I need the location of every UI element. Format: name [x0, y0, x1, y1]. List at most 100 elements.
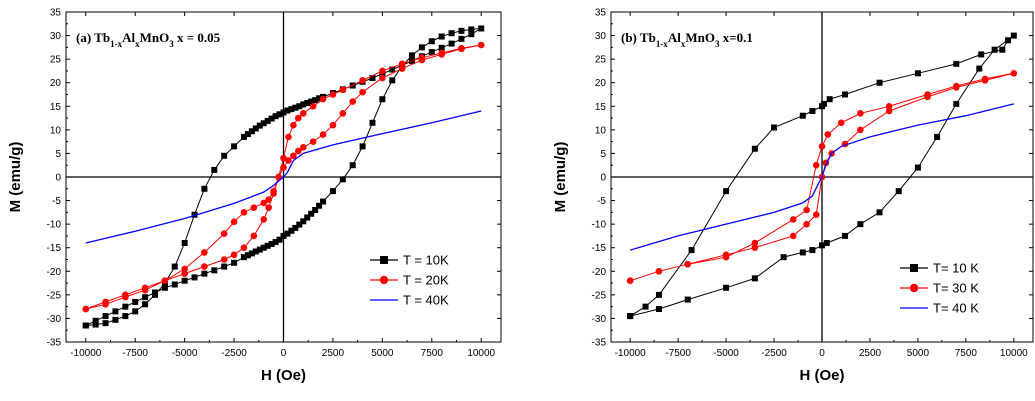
data-point [171, 281, 178, 288]
data-point [418, 54, 426, 62]
data-point [626, 277, 634, 285]
data-point [231, 259, 238, 266]
y-axis-title: M (emu/g) [7, 142, 24, 213]
data-point [976, 65, 983, 72]
data-point [288, 106, 295, 113]
data-point [339, 86, 347, 94]
legend-marker [380, 256, 388, 264]
y-tick-label: 25 [595, 55, 607, 66]
data-point [244, 131, 251, 138]
y-tick-label: -15 [47, 243, 62, 254]
data-point [1005, 37, 1012, 44]
data-point [300, 101, 307, 108]
x-tick-label: 5000 [907, 348, 930, 359]
data-point [201, 249, 208, 256]
title-text: x = 0.05 [174, 30, 221, 45]
data-point [812, 161, 820, 169]
data-point [141, 286, 149, 294]
data-point [252, 125, 259, 132]
x-tick-label: -10000 [70, 348, 102, 359]
y-tick-label: -30 [47, 314, 62, 325]
data-point [895, 188, 902, 195]
data-point [1010, 32, 1017, 39]
data-point [191, 274, 198, 281]
panel-title: (a) Tb1-xAlxMnO3 x = 0.05 [76, 30, 221, 49]
data-point [122, 313, 129, 320]
legend-marker [909, 283, 919, 293]
y-tick-label: -5 [597, 196, 606, 207]
data-point [285, 133, 292, 141]
x-tick-label: -5000 [713, 348, 739, 359]
legend-label: T = 10K [403, 253, 449, 268]
y-tick-label: 20 [50, 78, 62, 89]
data-point [842, 232, 849, 239]
x-tick-label: -2500 [221, 348, 247, 359]
data-point [211, 166, 218, 173]
x-tick-label: 7500 [955, 348, 978, 359]
data-point [285, 157, 292, 164]
data-point [876, 79, 883, 86]
data-point [250, 204, 258, 211]
x-tick-label: 0 [819, 348, 825, 359]
data-point [885, 107, 893, 115]
y-tick-label: 10 [595, 125, 607, 136]
title-text: x=0.1 [719, 30, 752, 45]
y-tick-label: -35 [47, 338, 62, 349]
data-point [953, 60, 960, 67]
data-point [220, 256, 228, 263]
data-point [309, 102, 317, 110]
data-point [221, 152, 228, 159]
data-point [981, 75, 989, 83]
data-point [296, 221, 303, 228]
data-point [304, 99, 311, 106]
data-point [349, 98, 357, 105]
data-point [181, 240, 188, 246]
y-tick-label: -30 [592, 314, 607, 325]
data-point [468, 31, 475, 38]
title-text: (b) Tb [621, 30, 656, 45]
series-3 [630, 103, 1014, 251]
y-tick-label: -10 [592, 220, 607, 231]
data-point [379, 67, 386, 75]
chart-panel-b: -35-30-25-20-15-10-505101520253035-10000… [552, 8, 1034, 384]
data-point [284, 230, 291, 237]
data-point [248, 128, 255, 135]
data-point [265, 196, 272, 203]
data-point [260, 120, 267, 127]
data-point [296, 103, 303, 110]
data-point [151, 291, 158, 298]
data-point [181, 265, 188, 273]
y-tick-label: 5 [55, 149, 61, 160]
data-point [458, 45, 465, 52]
y-tick-label: 35 [595, 8, 607, 19]
data-point [201, 185, 208, 192]
data-point [914, 70, 921, 77]
x-tick-label: 0 [281, 348, 287, 359]
data-point [803, 220, 810, 228]
data-point [468, 26, 475, 33]
data-point [771, 124, 778, 131]
data-point [1010, 69, 1018, 77]
data-point [292, 104, 299, 111]
data-point [329, 121, 337, 129]
x-tick-label: -5000 [172, 348, 198, 359]
data-point [275, 173, 282, 181]
data-point [837, 119, 845, 127]
x-axis-title: H (Oe) [261, 367, 306, 384]
y-tick-label: -10 [47, 220, 62, 231]
legend-label: T= 40 K [933, 301, 979, 316]
data-point [102, 300, 109, 308]
data-point [248, 250, 255, 257]
data-point [438, 44, 445, 51]
data-point [316, 95, 323, 102]
data-point [684, 296, 691, 303]
data-point [398, 65, 406, 72]
data-point [824, 131, 832, 138]
legend-label: T = 40K [403, 293, 449, 308]
data-point [379, 96, 386, 103]
y-axis-title: M (emu/g) [552, 142, 569, 213]
title-text: MnO [140, 30, 170, 45]
data-point [295, 147, 302, 155]
data-point [751, 145, 758, 152]
series-2 [626, 69, 1018, 285]
